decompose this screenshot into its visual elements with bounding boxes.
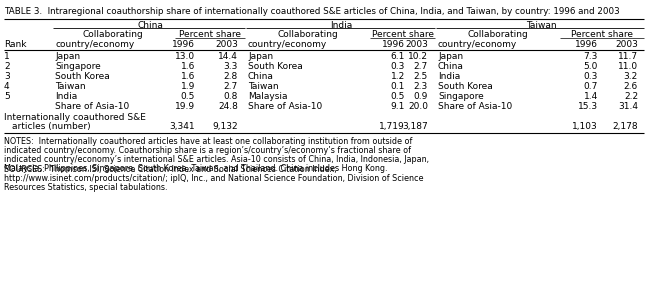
Text: 5.0: 5.0 bbox=[584, 62, 598, 71]
Text: Collaborating: Collaborating bbox=[468, 30, 528, 39]
Text: 1,103: 1,103 bbox=[572, 122, 598, 131]
Text: Rank: Rank bbox=[4, 40, 27, 49]
Text: 20.0: 20.0 bbox=[408, 102, 428, 111]
Text: Taiwan: Taiwan bbox=[248, 82, 279, 91]
Text: 4: 4 bbox=[4, 82, 10, 91]
Text: 1.6: 1.6 bbox=[181, 62, 195, 71]
Text: 0.1: 0.1 bbox=[391, 82, 405, 91]
Text: 0.5: 0.5 bbox=[181, 92, 195, 101]
Text: South Korea: South Korea bbox=[438, 82, 492, 91]
Text: India: India bbox=[55, 92, 77, 101]
Text: 0.3: 0.3 bbox=[584, 72, 598, 81]
Text: India: India bbox=[438, 72, 460, 81]
Text: http://www.isinet.com/products/citation/; ipIQ, Inc., and National Science Found: http://www.isinet.com/products/citation/… bbox=[4, 174, 424, 183]
Text: 1.6: 1.6 bbox=[181, 72, 195, 81]
Text: Malaysia, Philippines, Singapore, South Korea, Taiwan, and Thailand. China inclu: Malaysia, Philippines, Singapore, South … bbox=[4, 164, 388, 173]
Text: TABLE 3.  Intraregional coauthorship share of internationally coauthored S&E art: TABLE 3. Intraregional coauthorship shar… bbox=[4, 7, 619, 16]
Text: 14.4: 14.4 bbox=[218, 52, 238, 61]
Text: 2.8: 2.8 bbox=[224, 72, 238, 81]
Text: China: China bbox=[438, 62, 464, 71]
Text: 2003: 2003 bbox=[405, 40, 428, 49]
Text: Percent share: Percent share bbox=[371, 30, 434, 39]
Text: 19.9: 19.9 bbox=[175, 102, 195, 111]
Text: 1.4: 1.4 bbox=[584, 92, 598, 101]
Text: 7.3: 7.3 bbox=[584, 52, 598, 61]
Text: 31.4: 31.4 bbox=[618, 102, 638, 111]
Text: 0.7: 0.7 bbox=[584, 82, 598, 91]
Text: 11.0: 11.0 bbox=[618, 62, 638, 71]
Text: 3.2: 3.2 bbox=[624, 72, 638, 81]
Text: 3,341: 3,341 bbox=[169, 122, 195, 131]
Text: 2.7: 2.7 bbox=[224, 82, 238, 91]
Text: 24.8: 24.8 bbox=[218, 102, 238, 111]
Text: Collaborating: Collaborating bbox=[277, 30, 338, 39]
Text: 2003: 2003 bbox=[215, 40, 238, 49]
Text: Percent share: Percent share bbox=[179, 30, 241, 39]
Text: South Korea: South Korea bbox=[248, 62, 303, 71]
Text: Taiwan: Taiwan bbox=[55, 82, 86, 91]
Text: 2.3: 2.3 bbox=[414, 82, 428, 91]
Text: 2.7: 2.7 bbox=[414, 62, 428, 71]
Text: Share of Asia-10: Share of Asia-10 bbox=[248, 102, 322, 111]
Text: Malaysia: Malaysia bbox=[248, 92, 288, 101]
Text: 15.3: 15.3 bbox=[578, 102, 598, 111]
Text: indicated country/economy’s international S&E articles. Asia-10 consists of Chin: indicated country/economy’s internationa… bbox=[4, 155, 429, 164]
Text: 9.1: 9.1 bbox=[391, 102, 405, 111]
Text: articles (number): articles (number) bbox=[12, 122, 91, 131]
Text: Internationally coauthored S&E: Internationally coauthored S&E bbox=[4, 113, 146, 122]
Text: SOURCES:  Thomson ISI, Science Citation Index and Social Sciences Citation Index: SOURCES: Thomson ISI, Science Citation I… bbox=[4, 165, 337, 174]
Text: 1996: 1996 bbox=[382, 40, 405, 49]
Text: 2: 2 bbox=[4, 62, 10, 71]
Text: India: India bbox=[330, 21, 353, 30]
Text: 1.9: 1.9 bbox=[181, 82, 195, 91]
Text: 0.3: 0.3 bbox=[391, 62, 405, 71]
Text: 2.2: 2.2 bbox=[624, 92, 638, 101]
Text: 9,132: 9,132 bbox=[213, 122, 238, 131]
Text: Taiwan: Taiwan bbox=[526, 21, 557, 30]
Text: 1996: 1996 bbox=[575, 40, 598, 49]
Text: Percent share: Percent share bbox=[571, 30, 633, 39]
Text: Share of Asia-10: Share of Asia-10 bbox=[55, 102, 129, 111]
Text: 5: 5 bbox=[4, 92, 10, 101]
Text: 10.2: 10.2 bbox=[408, 52, 428, 61]
Text: NOTES:  Internationally coauthored articles have at least one collaborating inst: NOTES: Internationally coauthored articl… bbox=[4, 137, 412, 146]
Text: 3,187: 3,187 bbox=[402, 122, 428, 131]
Text: Singapore: Singapore bbox=[438, 92, 484, 101]
Text: country/economy: country/economy bbox=[438, 40, 517, 49]
Text: Singapore: Singapore bbox=[55, 62, 100, 71]
Text: Resources Statistics, special tabulations.: Resources Statistics, special tabulation… bbox=[4, 183, 167, 192]
Text: China: China bbox=[248, 72, 274, 81]
Text: 3.3: 3.3 bbox=[224, 62, 238, 71]
Text: South Korea: South Korea bbox=[55, 72, 110, 81]
Text: country/economy: country/economy bbox=[55, 40, 134, 49]
Text: Japan: Japan bbox=[438, 52, 463, 61]
Text: Japan: Japan bbox=[55, 52, 80, 61]
Text: Collaborating: Collaborating bbox=[82, 30, 143, 39]
Text: 2,178: 2,178 bbox=[612, 122, 638, 131]
Text: China: China bbox=[137, 21, 163, 30]
Text: Share of Asia-10: Share of Asia-10 bbox=[438, 102, 513, 111]
Text: 1: 1 bbox=[4, 52, 10, 61]
Text: 2003: 2003 bbox=[615, 40, 638, 49]
Text: 1.2: 1.2 bbox=[391, 72, 405, 81]
Text: 6.1: 6.1 bbox=[391, 52, 405, 61]
Text: 3: 3 bbox=[4, 72, 10, 81]
Text: 0.5: 0.5 bbox=[391, 92, 405, 101]
Text: 2.6: 2.6 bbox=[624, 82, 638, 91]
Text: indicated country/economy. Coauthorship share is a region’s/country’s/economy’s : indicated country/economy. Coauthorship … bbox=[4, 146, 411, 155]
Text: 0.8: 0.8 bbox=[224, 92, 238, 101]
Text: country/economy: country/economy bbox=[248, 40, 327, 49]
Text: Japan: Japan bbox=[248, 52, 273, 61]
Text: 0.9: 0.9 bbox=[413, 92, 428, 101]
Text: 1996: 1996 bbox=[172, 40, 195, 49]
Text: 13.0: 13.0 bbox=[175, 52, 195, 61]
Text: 11.7: 11.7 bbox=[618, 52, 638, 61]
Text: 1,719: 1,719 bbox=[379, 122, 405, 131]
Text: 2.5: 2.5 bbox=[414, 72, 428, 81]
